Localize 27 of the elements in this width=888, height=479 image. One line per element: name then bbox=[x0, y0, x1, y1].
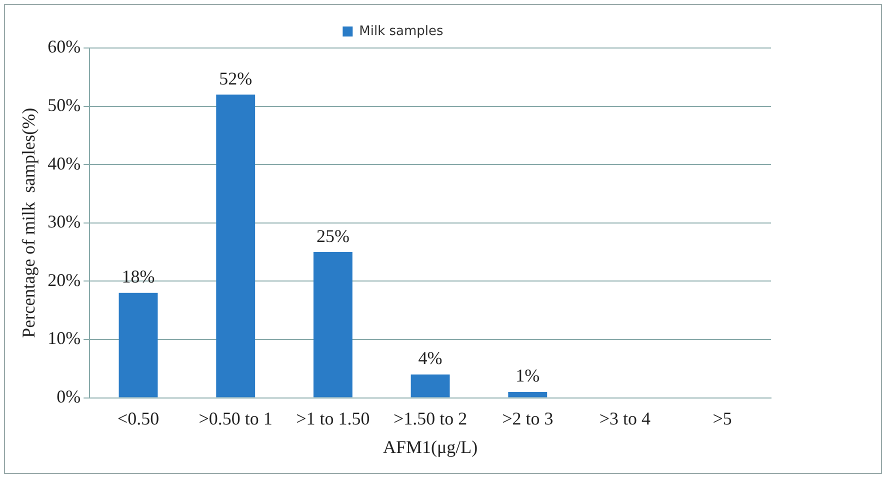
x-axis-title: AFM1(μg/L) bbox=[382, 436, 478, 457]
bar bbox=[313, 252, 352, 398]
y-tick-label: 20% bbox=[48, 270, 81, 290]
y-tick-label: 30% bbox=[48, 212, 81, 232]
data-label: 25% bbox=[316, 226, 350, 246]
y-axis-title: Percentage of milk samples(%) bbox=[18, 108, 39, 338]
x-tick-label: <0.50 bbox=[117, 408, 160, 428]
data-label: 1% bbox=[516, 366, 540, 386]
bar bbox=[410, 374, 450, 398]
y-tick-label: 10% bbox=[48, 328, 81, 348]
y-tick-label: 60% bbox=[48, 36, 81, 57]
legend-label: Milk samples bbox=[359, 24, 444, 39]
y-tick-label: 50% bbox=[48, 95, 81, 116]
x-tick-label: >1.50 to 2 bbox=[393, 408, 468, 428]
x-tick-label: >5 bbox=[712, 408, 732, 428]
bar bbox=[216, 94, 256, 398]
bar bbox=[118, 292, 158, 398]
y-tick-label: 0% bbox=[56, 386, 81, 407]
data-label: 4% bbox=[418, 348, 442, 368]
x-tick-label: >2 to 3 bbox=[502, 408, 554, 428]
bar bbox=[508, 392, 548, 398]
x-tick-label: >1 to 1.50 bbox=[296, 408, 370, 428]
y-tick-label: 40% bbox=[48, 153, 81, 174]
x-tick-label: >0.50 to 1 bbox=[198, 408, 272, 428]
data-label: 52% bbox=[219, 68, 252, 88]
x-tick-label: >3 to 4 bbox=[599, 408, 651, 428]
data-label: 18% bbox=[122, 266, 155, 287]
